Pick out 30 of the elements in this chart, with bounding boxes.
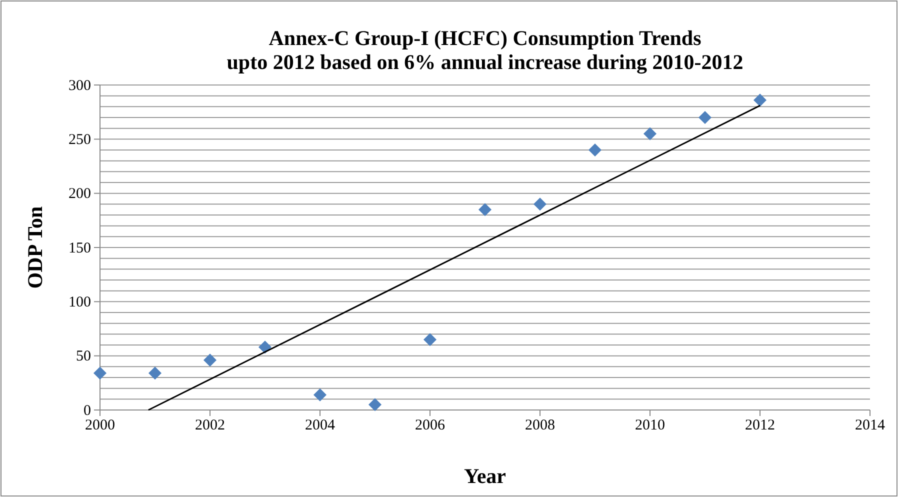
x-tick-label: 2000 [85,418,115,434]
point [423,333,437,346]
point [313,388,327,402]
y-tick-label: 0 [84,402,91,419]
x-tick-label: 2004 [305,418,336,434]
y-tick-label: 300 [68,78,91,94]
point [588,143,602,157]
point [93,366,107,380]
point [753,94,767,107]
point [643,127,657,140]
y-tick-label: 50 [76,348,91,365]
point [698,110,712,124]
point [478,203,492,216]
chart-title: Annex-C Group-I (HCFC) Consumption Trends upto 2012 based on 6% annual increase during 2010-2012 [226,26,744,74]
point [148,366,162,380]
x-axis-title: Year [464,464,506,488]
point [368,398,382,412]
x-tick-label: 2014 [855,418,886,434]
x-tick-label: 2002 [195,418,225,434]
x-tick-label: 2006 [415,418,446,434]
y-tick-label: 250 [68,132,91,148]
y-tick-label: 150 [68,240,91,256]
point [533,198,547,211]
x-tick-label: 2012 [745,418,775,434]
point [203,354,217,367]
y-axis-title: ODP Ton [23,206,47,289]
x-tick-label: 2010 [635,418,665,434]
y-tick-label: 200 [68,186,91,202]
x-tick-label: 2008 [525,418,555,434]
y-tick-label: 100 [68,294,91,310]
